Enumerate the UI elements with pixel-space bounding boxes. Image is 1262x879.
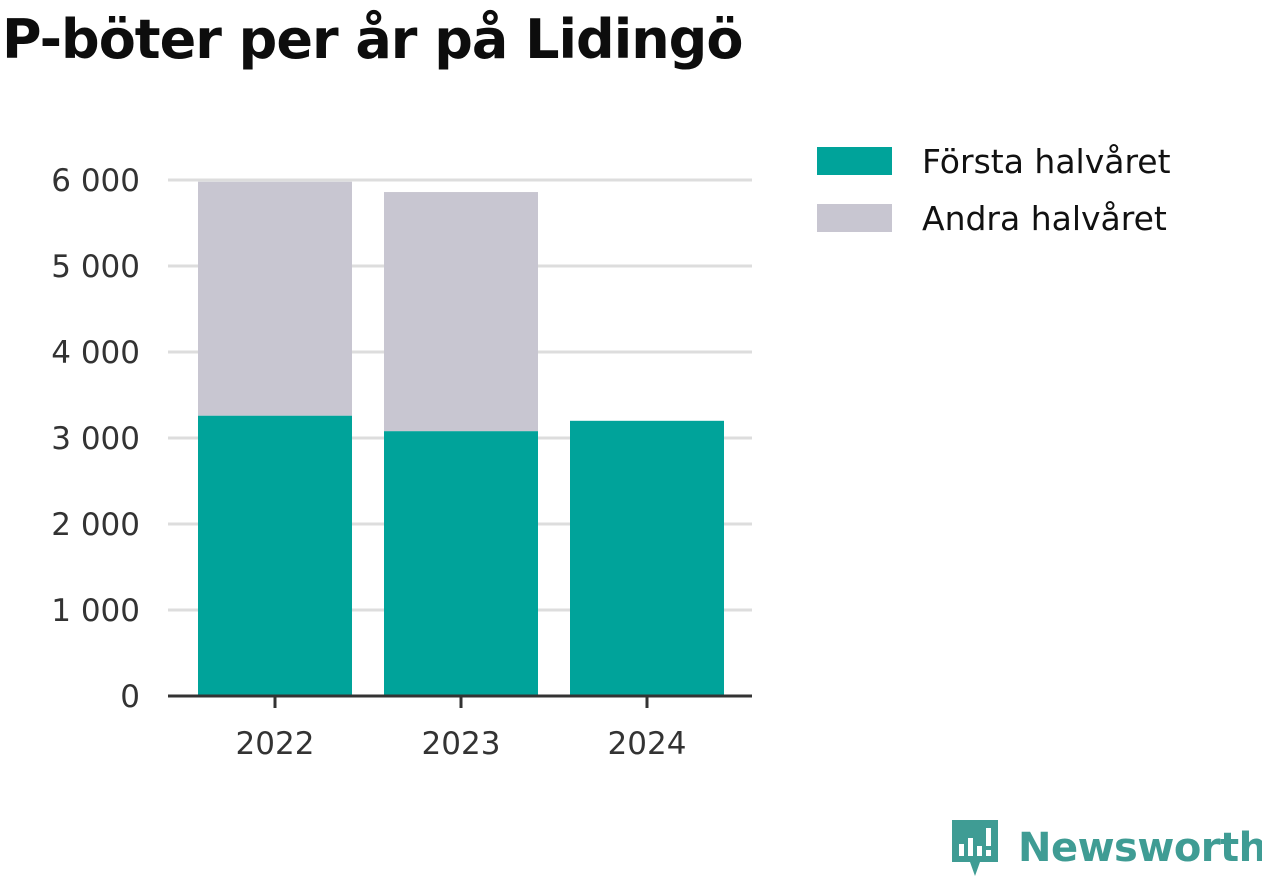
bar-2023-series-1 — [384, 431, 538, 696]
y-tick-label: 5 000 — [51, 249, 140, 285]
y-tick-label: 1 000 — [51, 593, 140, 629]
newsworthy-logo-icon — [952, 820, 998, 876]
brand: Newsworthy — [950, 818, 1262, 878]
bar-2022-series-1 — [198, 415, 352, 696]
brand-name: Newsworthy — [1018, 825, 1262, 871]
legend-swatch-1 — [817, 147, 892, 175]
y-tick-label: 4 000 — [51, 335, 140, 371]
x-tick-label: 2022 — [236, 726, 315, 762]
bar-2024-series-1 — [570, 420, 724, 696]
y-tick-label: 0 — [120, 679, 140, 715]
legend-label-2: Andra halvåret — [922, 199, 1167, 238]
chart-title: P-böter per år på Lidingö — [2, 8, 743, 71]
bars — [198, 181, 724, 696]
y-tick-label: 2 000 — [51, 507, 140, 543]
y-axis-ticks: 0 1 000 2 000 3 000 4 000 5 000 6 000 — [51, 163, 140, 715]
x-tick-label: 2023 — [422, 726, 501, 762]
legend-label-1: Första halvåret — [922, 142, 1171, 181]
legend-swatch-2 — [817, 204, 892, 232]
legend: Första halvåret Andra halvåret — [817, 142, 1171, 238]
x-tick-label: 2024 — [608, 726, 687, 762]
bar-2023-series-2 — [384, 192, 538, 432]
bar-2022-series-2 — [198, 181, 352, 416]
x-axis-ticks: 2022 2023 2024 — [236, 696, 687, 762]
y-tick-label: 6 000 — [51, 163, 140, 199]
y-tick-label: 3 000 — [51, 421, 140, 457]
